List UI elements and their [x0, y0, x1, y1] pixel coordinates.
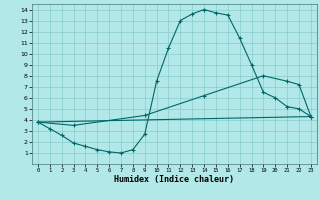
X-axis label: Humidex (Indice chaleur): Humidex (Indice chaleur) — [115, 175, 234, 184]
